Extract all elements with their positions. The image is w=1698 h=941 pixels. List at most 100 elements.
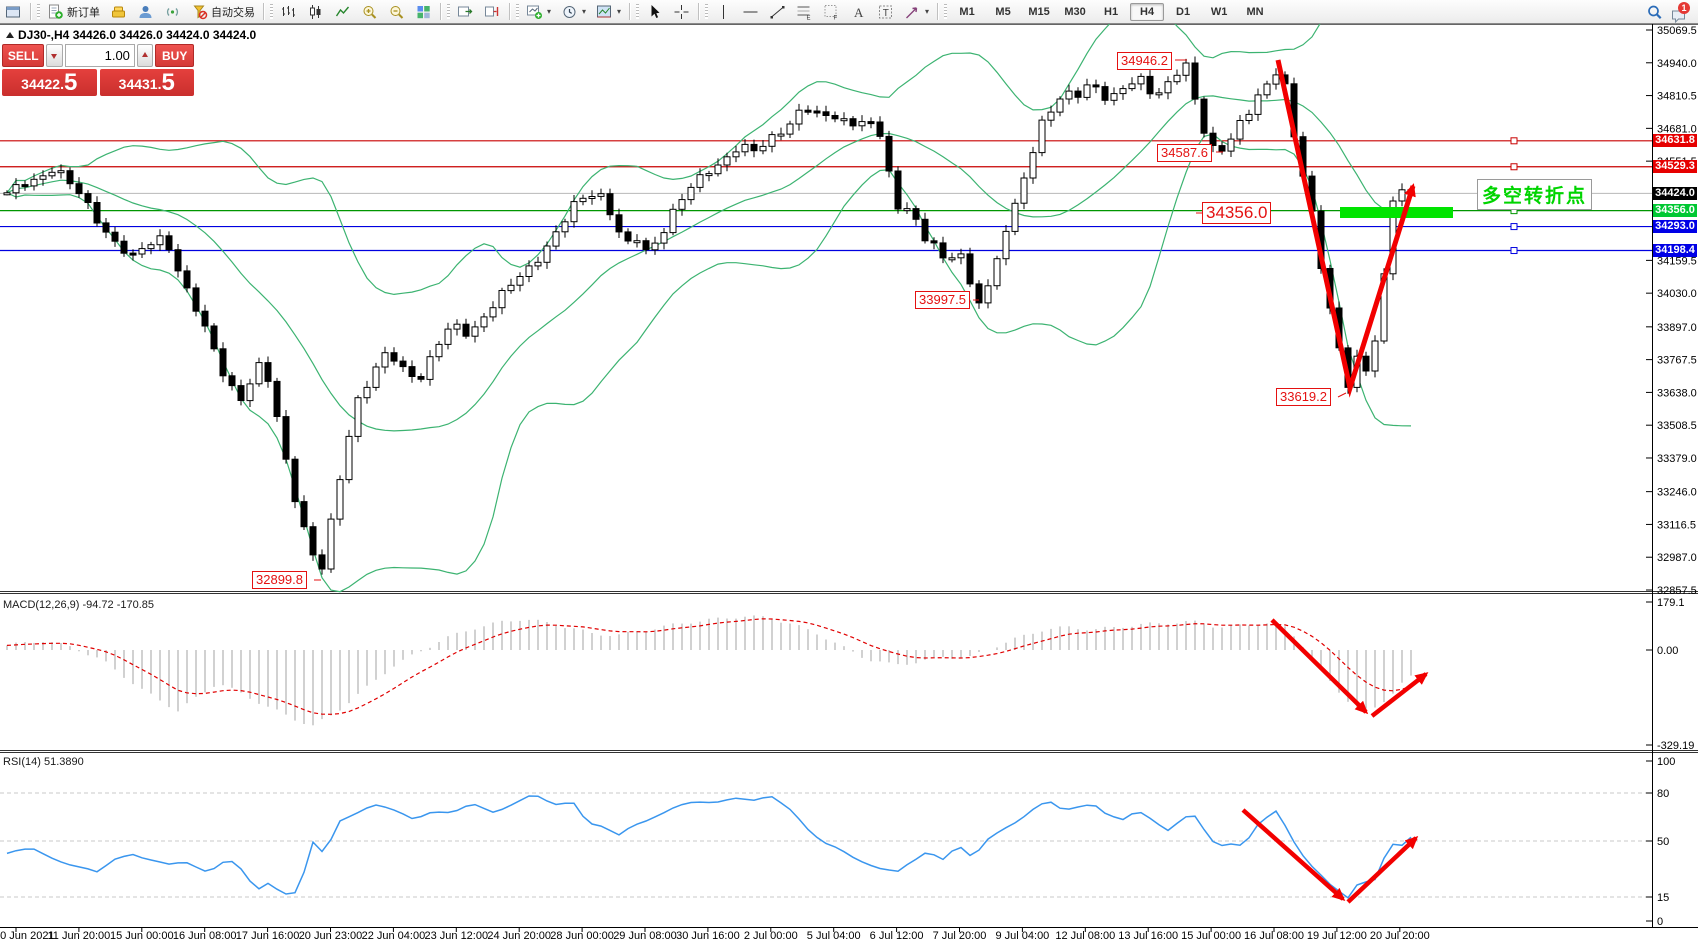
template-icon[interactable]: ▾ <box>592 2 625 21</box>
green-highlight-bar <box>1340 207 1453 218</box>
toolbar-grip[interactable] <box>636 4 640 19</box>
toolbar-grip[interactable] <box>270 4 273 19</box>
hline-icon[interactable] <box>738 2 763 21</box>
timeframe-h1[interactable]: H1 <box>1104 5 1119 18</box>
line-chart-icon[interactable] <box>330 2 355 21</box>
price-annotation-32899[interactable]: 32899.8 <box>252 571 307 589</box>
red-trend-arrow <box>1370 672 1429 718</box>
turning-point-label[interactable]: 多空转折点 <box>1477 179 1593 210</box>
red-trend-arrow <box>1241 808 1346 901</box>
vline-icon[interactable] <box>711 2 736 21</box>
candlestick-chart-icon[interactable] <box>303 2 328 21</box>
horizontal-level-lines[interactable] <box>0 137 1652 255</box>
timeframe-m1[interactable]: M1 <box>959 5 975 18</box>
svg-text:34810.5: 34810.5 <box>1657 91 1697 103</box>
macd-histogram <box>6 615 1412 726</box>
svg-text:11 Jun 20:00: 11 Jun 20:00 <box>48 930 111 941</box>
dropdown-caret-icon[interactable]: ▾ <box>547 7 552 16</box>
macd-indicator-label: MACD(12,26,9) -94.72 -170.85 <box>3 599 155 611</box>
svg-text:19 Jul 12:00: 19 Jul 12:00 <box>1307 930 1367 941</box>
community-icon[interactable] <box>133 2 158 21</box>
svg-text:30 Jun 16:00: 30 Jun 16:00 <box>676 930 740 941</box>
svg-text:T: T <box>883 8 889 19</box>
toolbar-grip[interactable] <box>944 4 948 19</box>
toolbar-grip[interactable] <box>37 4 40 19</box>
tile-windows-icon[interactable] <box>411 2 436 21</box>
buy-button[interactable]: BUY <box>155 44 194 67</box>
volume-increase-button[interactable] <box>136 44 154 67</box>
svg-text:7 Jul 20:00: 7 Jul 20:00 <box>933 930 987 941</box>
toolbar-separator <box>698 3 701 20</box>
svg-text:10 Jun 2021: 10 Jun 2021 <box>0 930 55 941</box>
svg-text:13 Jul 16:00: 13 Jul 16:00 <box>1118 930 1178 941</box>
rsi-pane <box>0 792 1652 899</box>
dropdown-caret-icon[interactable]: ▾ <box>925 7 930 16</box>
fibonacci-icon[interactable]: E <box>792 2 817 21</box>
timeframe-mn[interactable]: MN <box>1246 5 1264 18</box>
svg-text:33508.5: 33508.5 <box>1657 420 1697 432</box>
svg-text:22 Jun 04:00: 22 Jun 04:00 <box>362 930 426 941</box>
svg-text:80: 80 <box>1657 788 1669 800</box>
notification-bubble-icon[interactable]: 1 <box>1669 1 1690 23</box>
price-annotation-34356[interactable]: 34356.0 <box>1202 202 1272 224</box>
price-annotation-33997[interactable]: 33997.5 <box>915 291 970 309</box>
price-annotation-34587[interactable]: 34587.6 <box>1157 144 1212 162</box>
sell-price-big-digit: 5 <box>63 69 78 96</box>
timeframe-m30[interactable]: M30 <box>1064 5 1086 18</box>
red-trend-arrow <box>1275 59 1416 398</box>
trendline-icon[interactable] <box>765 2 790 21</box>
svg-text:A: A <box>854 5 864 20</box>
buy-price-display[interactable]: 34431. 5 <box>99 69 194 96</box>
svg-text:12 Jul 08:00: 12 Jul 08:00 <box>1055 930 1115 941</box>
drawn-annotations[interactable] <box>314 59 1453 904</box>
zoom-out-icon[interactable] <box>384 2 409 21</box>
dropdown-caret-icon[interactable]: ▾ <box>582 7 587 16</box>
grid-icon[interactable]: F <box>819 2 844 21</box>
svg-text:33246.0: 33246.0 <box>1657 487 1697 499</box>
svg-text:20 Jun 23:00: 20 Jun 23:00 <box>299 930 363 941</box>
shapes-icon[interactable]: ▾ <box>900 2 933 21</box>
signal-icon[interactable] <box>160 2 185 21</box>
crosshair-icon[interactable] <box>669 2 694 21</box>
svg-text:33897.0: 33897.0 <box>1657 322 1697 334</box>
svg-text:29 Jun 08:00: 29 Jun 08:00 <box>613 930 677 941</box>
dropdown-caret-icon[interactable]: ▾ <box>617 7 622 16</box>
toolbar-grip[interactable] <box>516 4 519 19</box>
bar-chart-icon[interactable] <box>276 2 301 21</box>
price-annotation-33619[interactable]: 33619.2 <box>1276 388 1331 406</box>
new-order-icon[interactable]: 新订单 <box>43 2 104 21</box>
volume-decrease-button[interactable] <box>46 44 63 67</box>
sell-button[interactable]: SELL <box>2 44 45 67</box>
toolbar-grip[interactable] <box>705 4 709 19</box>
timeframe-m5[interactable]: M5 <box>995 5 1011 18</box>
volume-input[interactable] <box>64 44 135 67</box>
sell-price-display[interactable]: 34422. 5 <box>2 69 97 96</box>
macd-signal-line <box>6 618 1412 715</box>
current-price-badge: 34424.0 <box>1653 186 1697 200</box>
zoom-in-icon[interactable] <box>357 2 382 21</box>
label-icon[interactable]: T <box>873 2 898 21</box>
level-price-badge: 34631.8 <box>1653 134 1697 148</box>
chart-shift-icon[interactable] <box>480 2 505 21</box>
search-icon[interactable] <box>1642 2 1667 21</box>
price-annotation-34946[interactable]: 34946.2 <box>1117 52 1172 70</box>
autotrading-icon[interactable]: 自动交易 <box>187 2 259 21</box>
timeframe-m15[interactable]: M15 <box>1028 5 1050 18</box>
auto-scroll-icon[interactable] <box>453 2 478 21</box>
svg-text:24 Jun 20:00: 24 Jun 20:00 <box>487 930 551 941</box>
text-icon[interactable]: A <box>846 2 871 21</box>
cursor-icon[interactable] <box>642 2 667 21</box>
toolbar-grip[interactable] <box>447 4 450 19</box>
win-icon[interactable] <box>1 2 26 21</box>
timeframe-d1[interactable]: D1 <box>1176 5 1191 18</box>
svg-text:35069.5: 35069.5 <box>1657 25 1697 37</box>
period-clock-icon[interactable]: ▾ <box>557 2 590 21</box>
gold-icon[interactable] <box>106 2 131 21</box>
svg-text:-329.19: -329.19 <box>1657 740 1694 752</box>
timeframe-w1[interactable]: W1 <box>1210 5 1228 18</box>
window-marker-icon <box>6 32 14 38</box>
timeframe-h4[interactable]: H4 <box>1130 2 1165 21</box>
new-chart-icon[interactable]: ▾ <box>522 2 555 21</box>
